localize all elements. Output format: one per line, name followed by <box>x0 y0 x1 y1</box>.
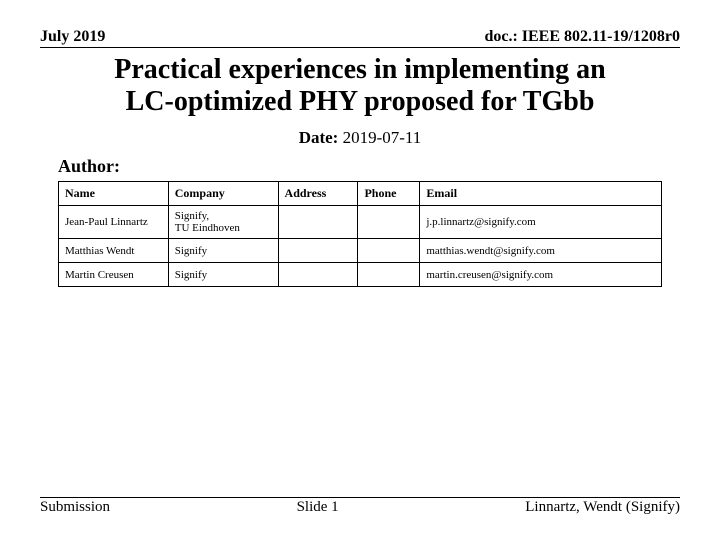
cell-email: martin.creusen@signify.com <box>420 263 662 287</box>
cell-name: Jean-Paul Linnartz <box>59 206 169 239</box>
cell-phone <box>358 263 420 287</box>
footer-left: Submission <box>40 499 110 516</box>
cell-address <box>278 263 358 287</box>
col-header-email: Email <box>420 182 662 206</box>
table-row: Matthias Wendt Signify matthias.wendt@si… <box>59 239 662 263</box>
title-line-2: LC-optimized PHY proposed for TGbb <box>40 86 680 118</box>
author-label: Author: <box>58 156 680 177</box>
header-doc-id: doc.: IEEE 802.11-19/1208r0 <box>484 28 680 46</box>
page-title: Practical experiences in implementing an… <box>40 54 680 118</box>
table-body: Jean-Paul Linnartz Signify, TU Eindhoven… <box>59 206 662 287</box>
col-header-address: Address <box>278 182 358 206</box>
cell-email: j.p.linnartz@signify.com <box>420 206 662 239</box>
date-value: 2019-07-11 <box>343 128 422 147</box>
title-line-1: Practical experiences in implementing an <box>40 54 680 86</box>
cell-address <box>278 239 358 263</box>
cell-email: matthias.wendt@signify.com <box>420 239 662 263</box>
table-header-row: Name Company Address Phone Email <box>59 182 662 206</box>
table-row: Martin Creusen Signify martin.creusen@si… <box>59 263 662 287</box>
table-row: Jean-Paul Linnartz Signify, TU Eindhoven… <box>59 206 662 239</box>
cell-company: Signify, TU Eindhoven <box>168 206 278 239</box>
cell-phone <box>358 206 420 239</box>
date-line: Date: 2019-07-11 <box>40 128 680 148</box>
footer-right: Linnartz, Wendt (Signify) <box>525 499 680 516</box>
cell-phone <box>358 239 420 263</box>
authors-table: Name Company Address Phone Email Jean-Pa… <box>58 181 662 287</box>
header: July 2019 doc.: IEEE 802.11-19/1208r0 <box>40 28 680 48</box>
col-header-company: Company <box>168 182 278 206</box>
footer: Submission Slide 1 Linnartz, Wendt (Sign… <box>40 497 680 516</box>
cell-company: Signify <box>168 263 278 287</box>
footer-center: Slide 1 <box>297 499 339 516</box>
header-date: July 2019 <box>40 28 105 46</box>
cell-name: Matthias Wendt <box>59 239 169 263</box>
col-header-phone: Phone <box>358 182 420 206</box>
cell-name: Martin Creusen <box>59 263 169 287</box>
date-label: Date: <box>299 128 339 147</box>
cell-address <box>278 206 358 239</box>
cell-company: Signify <box>168 239 278 263</box>
col-header-name: Name <box>59 182 169 206</box>
